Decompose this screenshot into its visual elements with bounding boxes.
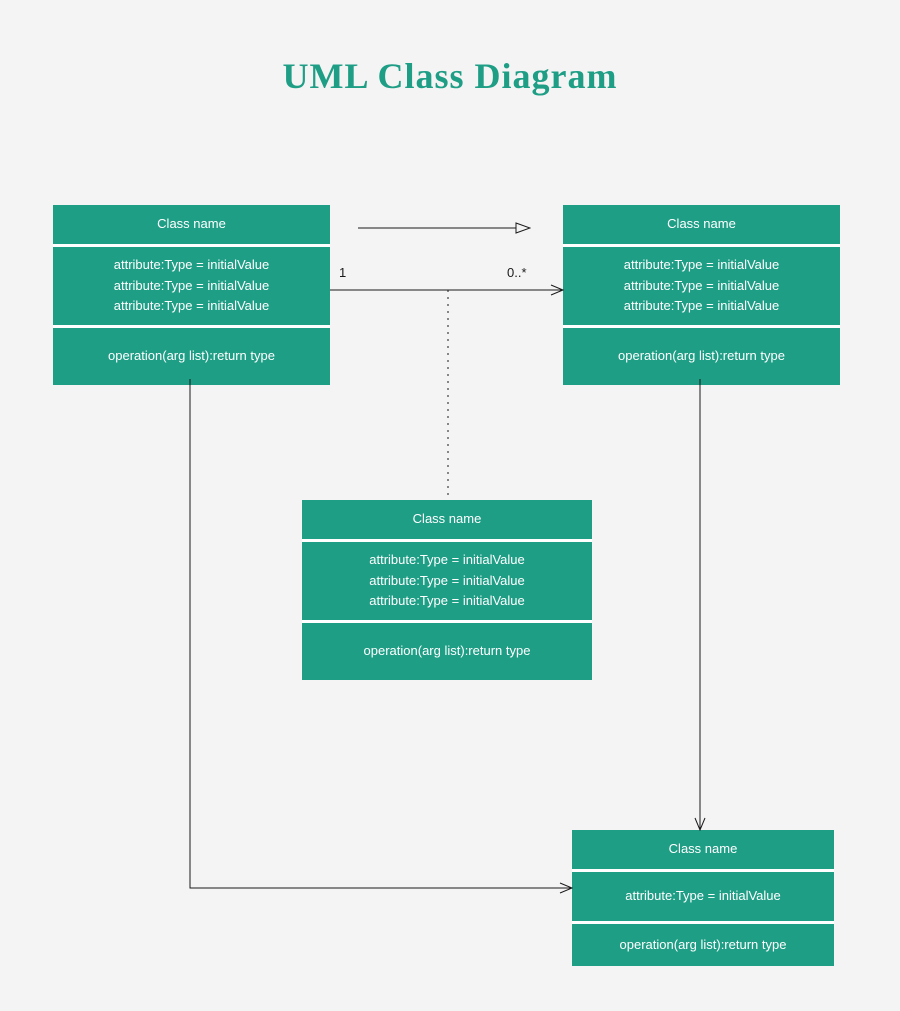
operation-row: operation(arg list):return type <box>312 641 582 662</box>
multiplicity-right: 0..* <box>507 265 527 280</box>
class-operations: operation(arg list):return type <box>572 924 834 967</box>
class-box-bottom-right: Class name attribute:Type = initialValue… <box>572 830 834 966</box>
class-operations: operation(arg list):return type <box>53 328 330 385</box>
attribute-row: attribute:Type = initialValue <box>582 886 824 907</box>
class-name: Class name <box>572 830 834 872</box>
operation-row: operation(arg list):return type <box>582 935 824 956</box>
class-attributes: attribute:Type = initialValue attribute:… <box>53 247 330 328</box>
class-operations: operation(arg list):return type <box>302 623 592 680</box>
class-name: Class name <box>53 205 330 247</box>
class-name: Class name <box>302 500 592 542</box>
attribute-row: attribute:Type = initialValue <box>63 255 320 276</box>
class-name: Class name <box>563 205 840 247</box>
class-attributes: attribute:Type = initialValue <box>572 872 834 924</box>
class-box-top-left: Class name attribute:Type = initialValue… <box>53 205 330 385</box>
class-box-top-right: Class name attribute:Type = initialValue… <box>563 205 840 385</box>
attribute-row: attribute:Type = initialValue <box>573 276 830 297</box>
attribute-row: attribute:Type = initialValue <box>312 571 582 592</box>
attribute-row: attribute:Type = initialValue <box>63 296 320 317</box>
multiplicity-left: 1 <box>339 265 346 280</box>
class-box-middle: Class name attribute:Type = initialValue… <box>302 500 592 680</box>
class-attributes: attribute:Type = initialValue attribute:… <box>302 542 592 623</box>
operation-row: operation(arg list):return type <box>63 346 320 367</box>
class-operations: operation(arg list):return type <box>563 328 840 385</box>
attribute-row: attribute:Type = initialValue <box>312 550 582 571</box>
attribute-row: attribute:Type = initialValue <box>573 296 830 317</box>
operation-row: operation(arg list):return type <box>573 346 830 367</box>
diagram-title: UML Class Diagram <box>0 55 900 97</box>
class-attributes: attribute:Type = initialValue attribute:… <box>563 247 840 328</box>
attribute-row: attribute:Type = initialValue <box>573 255 830 276</box>
attribute-row: attribute:Type = initialValue <box>312 591 582 612</box>
attribute-row: attribute:Type = initialValue <box>63 276 320 297</box>
